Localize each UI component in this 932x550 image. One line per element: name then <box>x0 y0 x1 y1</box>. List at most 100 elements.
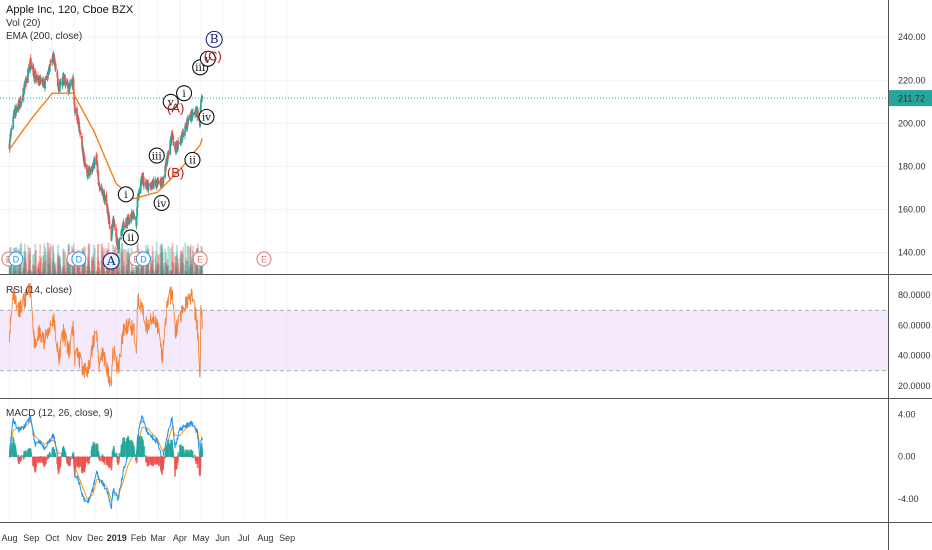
volume-bar <box>24 257 27 274</box>
volume-bar <box>118 267 121 274</box>
volume-bar <box>160 261 163 274</box>
macd-histogram-bar <box>164 456 167 459</box>
volume-bar <box>200 265 203 274</box>
volume-bar <box>53 270 56 274</box>
volume-bar <box>61 270 64 274</box>
volume-bar <box>61 267 64 274</box>
volume-bar <box>37 263 40 274</box>
volume-bar <box>24 263 27 274</box>
volume-bar <box>125 271 128 274</box>
macd-histogram-bar <box>39 455 42 457</box>
x-tick-label: Feb <box>131 533 147 543</box>
volume-bar <box>56 271 59 274</box>
price-tick-label: 140.00 <box>898 247 926 257</box>
volume-bar <box>8 264 11 274</box>
volume-bar <box>32 255 34 274</box>
volume-bar <box>108 271 110 274</box>
volume-bar <box>137 271 140 274</box>
volume-bar <box>26 269 29 274</box>
volume-bar <box>152 251 154 274</box>
macd-histogram-bar <box>187 452 189 457</box>
volume-bar <box>18 271 21 274</box>
candlesticks <box>8 50 204 254</box>
volume-bar <box>157 263 160 274</box>
volume-bar <box>91 271 94 274</box>
candle-body <box>172 141 175 145</box>
volume-bar <box>123 261 126 274</box>
volume-bar <box>49 243 52 274</box>
macd-histogram-bar <box>172 449 174 457</box>
volume-bar <box>186 267 189 274</box>
macd-histogram-bar <box>79 456 82 467</box>
volume-bar <box>49 246 52 274</box>
volume-bar <box>120 271 123 274</box>
candle-body <box>103 195 106 201</box>
volume-bar <box>15 270 18 274</box>
volume-bar <box>38 255 41 274</box>
volume-bar <box>167 264 169 274</box>
volume-bar <box>100 244 103 274</box>
volume-bar <box>42 271 44 274</box>
macd-histogram-bar <box>10 442 13 457</box>
volume-bar <box>73 269 75 274</box>
volume-bar <box>161 243 164 274</box>
volume-bar <box>19 270 21 274</box>
volume-bar <box>72 270 75 274</box>
volume-bar <box>10 265 13 274</box>
candle-body <box>30 65 33 70</box>
volume-bar <box>49 270 52 274</box>
candle-body <box>201 96 204 98</box>
x-tick-label: Aug <box>257 533 273 543</box>
volume-bar <box>43 270 46 274</box>
macd-histogram-bar <box>100 456 103 462</box>
candle-body <box>82 152 85 161</box>
volume-bar <box>111 270 114 274</box>
volume-bar <box>179 271 181 274</box>
candle-body <box>164 167 167 172</box>
macd-histogram-bar <box>84 456 87 468</box>
symbol-title: Apple Inc, 120, Cboe BZX <box>6 4 134 16</box>
volume-bar <box>170 270 173 274</box>
volume-bar <box>184 264 187 274</box>
volume-bar <box>127 262 130 274</box>
volume-bar <box>56 271 59 274</box>
macd-histogram-bar <box>74 456 77 470</box>
volume-bar <box>59 271 62 274</box>
volume-bar <box>34 271 37 274</box>
macd-histogram-bar <box>143 445 145 457</box>
candle-body <box>116 241 119 243</box>
macd-histogram-bar <box>49 453 52 457</box>
candle-body <box>23 85 26 94</box>
volume-bar <box>175 268 177 274</box>
macd-histogram-bar <box>193 454 196 457</box>
volume-bar <box>43 243 46 274</box>
candle-body <box>157 179 160 181</box>
candle-body <box>113 219 115 224</box>
volume-bar <box>79 271 82 274</box>
volume-bar <box>101 256 104 274</box>
candle-body <box>162 182 165 183</box>
candle-body <box>20 101 23 104</box>
volume-bar <box>29 252 31 274</box>
event-marker-label: E <box>197 255 203 265</box>
volume-bar <box>28 271 30 274</box>
candle-body <box>140 178 142 187</box>
macd-histogram-bar <box>197 456 199 463</box>
volume-bar <box>44 261 47 274</box>
candle-body <box>76 107 78 116</box>
volume-bar <box>57 244 60 274</box>
volume-bar <box>43 267 45 274</box>
wave-label-circle <box>162 93 179 110</box>
macd-histogram-bar <box>110 456 113 468</box>
volume-bar <box>54 271 56 274</box>
volume-bar <box>58 268 61 274</box>
volume-bar <box>88 243 91 274</box>
volume-bar <box>28 270 31 274</box>
x-tick-label: Jul <box>238 533 250 543</box>
volume-bar <box>74 271 77 274</box>
volume-bar <box>131 271 134 274</box>
volume-bar <box>100 243 103 274</box>
macd-histogram-bar <box>102 456 105 463</box>
volume-bar <box>185 271 188 274</box>
